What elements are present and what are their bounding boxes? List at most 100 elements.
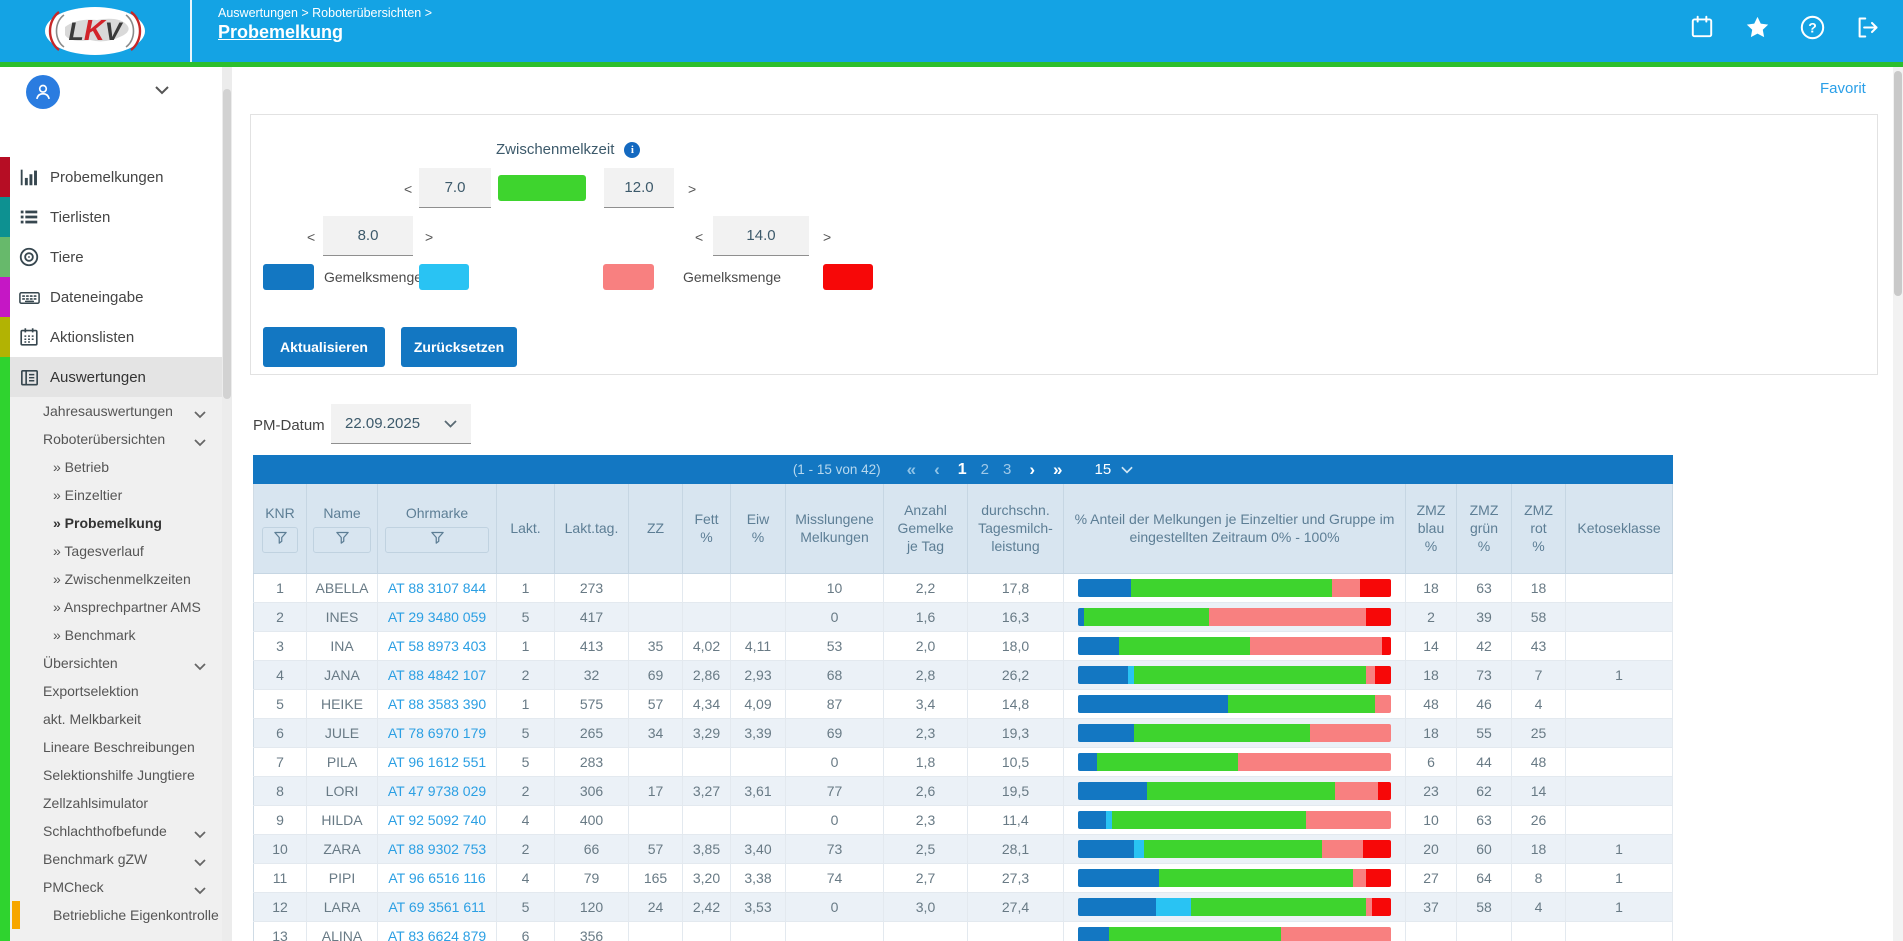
page-size-select[interactable]: 15: [1094, 461, 1133, 478]
column-header-ohrmarke[interactable]: Ohrmarke: [377, 484, 497, 574]
column-header-eiw[interactable]: Eiw%: [730, 484, 786, 574]
sidebar-subitem-übersichten[interactable]: Übersichten: [10, 649, 222, 677]
sidebar-scrollbar[interactable]: [222, 67, 232, 941]
filter-knr[interactable]: [262, 526, 298, 553]
sidebar-subitem-lineare-beschreibungen[interactable]: Lineare Beschreibungen: [10, 733, 222, 761]
sidebar-subitem-einzeltier[interactable]: » Einzeltier: [10, 481, 222, 509]
bar-segment-red: [1365, 607, 1391, 626]
sidebar-subitem-tagesverlauf[interactable]: » Tagesverlauf: [10, 537, 222, 565]
outer-max-gt-label: >: [823, 229, 832, 245]
bar-segment-blue: [1078, 868, 1160, 887]
cell-missl: 10: [785, 573, 884, 603]
top-bar: LKV Auswertungen > Roboterübersichten > …: [0, 0, 1903, 62]
pm-date-select[interactable]: 22.09.2025: [331, 404, 471, 444]
page-button-2[interactable]: 2: [980, 461, 989, 478]
sidebar-item-auswertungen[interactable]: Auswertungen: [0, 357, 222, 397]
sidebar-subitem-label: Lineare Beschreibungen: [43, 739, 195, 755]
logout-icon[interactable]: [1853, 13, 1881, 41]
sidebar-subitem-zwischenmelkzeiten[interactable]: » Zwischenmelkzeiten: [10, 565, 222, 593]
cell-lakt: 2: [496, 660, 555, 690]
sidebar-subitem-schlachthofbefunde[interactable]: Schlachthofbefunde: [10, 817, 222, 845]
sidebar-subitem-betrieb[interactable]: » Betrieb: [10, 453, 222, 481]
column-header-knr[interactable]: KNR: [253, 484, 307, 574]
inner-max-input[interactable]: [604, 168, 674, 208]
page-scrollbar-thumb[interactable]: [1894, 71, 1902, 296]
info-icon[interactable]: i: [624, 141, 641, 158]
favorit-link[interactable]: Favorit: [1820, 80, 1866, 97]
favorites-star-icon[interactable]: [1743, 13, 1771, 41]
sidebar-subitem-ansprechpartner-ams[interactable]: » Ansprechpartner AMS: [10, 593, 222, 621]
sidebar-item-probemelkungen[interactable]: Probemelkungen: [0, 157, 222, 197]
column-header-zmz_blau[interactable]: ZMZ blau%: [1405, 484, 1457, 574]
page-title[interactable]: Probemelkung: [218, 22, 344, 42]
zmz-distribution-bar: [1078, 607, 1391, 626]
sidebar-expand-chevron[interactable]: [10, 929, 222, 941]
account-chevron-down-icon[interactable]: [155, 82, 169, 100]
column-header-anzahl[interactable]: Anzahl Gemelke je Tag: [883, 484, 968, 574]
sidebar-subitem-jahresauswertungen[interactable]: Jahresauswertungen: [10, 397, 222, 425]
ohrmarke-link[interactable]: AT 58 8973 403: [387, 637, 487, 654]
filter-ohrmarke[interactable]: [385, 526, 489, 553]
sidebar-item-aktionslisten[interactable]: Aktionslisten: [0, 317, 222, 357]
column-header-lakttag[interactable]: Lakt.tag.: [554, 484, 629, 574]
outer-max-input[interactable]: [713, 216, 809, 256]
column-header-zmz_gruen[interactable]: ZMZ grün%: [1456, 484, 1512, 574]
cell-lakttag: 283: [554, 747, 629, 777]
column-header-milch[interactable]: durchschn. Tagesmilch-leistung: [967, 484, 1064, 574]
column-header-name[interactable]: Name: [306, 484, 378, 574]
filter-name[interactable]: [313, 526, 371, 553]
last-page-button[interactable]: »: [1053, 460, 1063, 479]
sidebar-item-tiere[interactable]: Tiere: [0, 237, 222, 277]
first-page-button[interactable]: «: [906, 460, 917, 479]
ohrmarke-link[interactable]: AT 78 6970 179: [387, 724, 487, 741]
help-icon[interactable]: ?: [1798, 13, 1826, 41]
page-button-1[interactable]: 1: [957, 460, 967, 478]
lkv-logo[interactable]: LKV: [0, 0, 190, 62]
table-row: 6 JULE AT 78 6970 179 5 265 34 3,29 3,39 69 2,3 19…: [253, 718, 1673, 748]
page-button-3[interactable]: 3: [1003, 461, 1012, 478]
update-button[interactable]: Aktualisieren: [263, 327, 385, 367]
sidebar-subitem-pmcheck[interactable]: PMCheck: [10, 873, 222, 901]
sidebar-subitem-benchmark[interactable]: » Benchmark: [10, 621, 222, 649]
calendar-icon[interactable]: [1688, 13, 1716, 41]
next-page-button[interactable]: ›: [1029, 460, 1036, 479]
ohrmarke-link[interactable]: AT 47 9738 029: [387, 782, 487, 799]
ohrmarke-link[interactable]: AT 88 3107 844: [387, 579, 487, 596]
prev-page-button[interactable]: ‹: [934, 460, 940, 479]
ohrmarke-link[interactable]: AT 88 9302 753: [387, 840, 487, 857]
column-header-missl[interactable]: Misslungene Melkungen: [785, 484, 884, 574]
user-avatar[interactable]: [26, 75, 60, 109]
ohrmarke-link[interactable]: AT 96 6516 116: [388, 869, 486, 886]
ohrmarke-link[interactable]: AT 88 3583 390: [387, 695, 487, 712]
column-header-keto[interactable]: Ketoseklasse: [1565, 484, 1673, 574]
outer-min-input[interactable]: [323, 216, 413, 256]
ohrmarke-link[interactable]: AT 88 4842 107: [387, 666, 487, 683]
column-header-zz[interactable]: ZZ: [628, 484, 683, 574]
column-header-fett[interactable]: Fett%: [682, 484, 731, 574]
reset-button[interactable]: Zurücksetzen: [401, 327, 517, 367]
column-header-lakt[interactable]: Lakt.: [496, 484, 555, 574]
sidebar-subitem-betriebliche-eigenkontrolle[interactable]: Betriebliche Eigenkontrolle: [10, 901, 222, 929]
inner-min-input[interactable]: [419, 168, 491, 208]
ohrmarke-link[interactable]: AT 69 3561 611: [388, 898, 486, 915]
ohrmarke-link[interactable]: AT 92 5092 740: [387, 811, 487, 828]
legend-cyan-bar: [419, 264, 469, 290]
sidebar-subitem-exportselektion[interactable]: Exportselektion: [10, 677, 222, 705]
column-header-anteil[interactable]: % Anteil der Melkungen je Einzeltier und…: [1063, 484, 1406, 574]
sidebar-item-tierlisten[interactable]: Tierlisten: [0, 197, 222, 237]
sidebar-subitem-probemelkung[interactable]: » Probemelkung: [10, 509, 222, 537]
sidebar-subitem-zellzahlsimulator[interactable]: Zellzahlsimulator: [10, 789, 222, 817]
cell-zmz_gruen: 60: [1456, 834, 1512, 864]
ohrmarke-link[interactable]: AT 29 3480 059: [387, 608, 487, 625]
sidebar-scrollbar-thumb[interactable]: [223, 89, 231, 399]
sidebar-subitem-akt-melkbarkeit[interactable]: akt. Melkbarkeit: [10, 705, 222, 733]
sidebar-subitem-selektionshilfe-jungtiere[interactable]: Selektionshilfe Jungtiere: [10, 761, 222, 789]
cell-fett: [682, 573, 731, 603]
ohrmarke-link[interactable]: AT 83 6624 879: [387, 927, 487, 941]
page-scrollbar[interactable]: [1893, 67, 1903, 941]
column-header-zmz_rot[interactable]: ZMZ rot%: [1511, 484, 1566, 574]
sidebar-item-dateneingabe[interactable]: Dateneingabe: [0, 277, 222, 317]
ohrmarke-link[interactable]: AT 96 1612 551: [387, 753, 487, 770]
sidebar-subitem-roboterübersichten[interactable]: Roboterübersichten: [10, 425, 222, 453]
sidebar-subitem-benchmark-gzw[interactable]: Benchmark gZW: [10, 845, 222, 873]
